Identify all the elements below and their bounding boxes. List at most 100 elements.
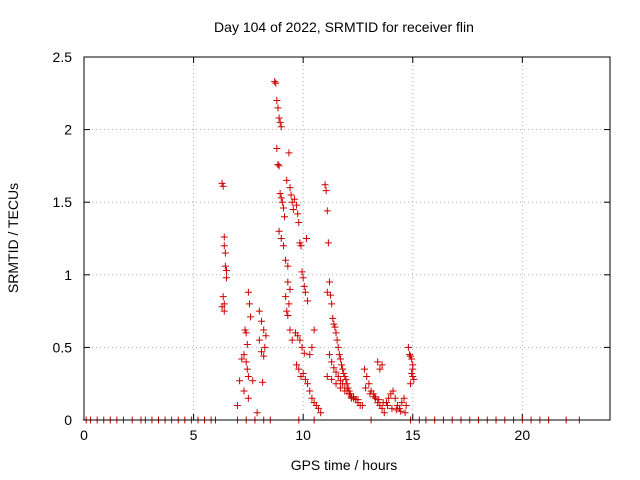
data-point-marker	[284, 278, 292, 286]
axis-tick-labels: 0 5 10 15 20 0 0.5 1 1.5 2 2.5	[53, 49, 531, 443]
data-point-marker	[340, 370, 348, 378]
data-point-marker	[221, 249, 229, 257]
data-point-marker	[301, 288, 309, 296]
data-point-marker	[276, 189, 284, 197]
data-point-marker	[366, 390, 374, 398]
data-point-marker	[327, 291, 335, 299]
y-tick-label: 0.5	[53, 339, 73, 355]
data-point-marker	[299, 274, 307, 282]
data-point-marker	[362, 384, 370, 392]
data-point-marker	[402, 401, 410, 409]
data-point-marker	[299, 370, 307, 378]
grid-lines	[84, 57, 610, 420]
data-point-marker	[219, 293, 227, 301]
data-point-marker	[385, 394, 393, 402]
data-point-marker	[328, 358, 336, 366]
data-point-marker	[328, 300, 336, 308]
data-point-marker	[220, 242, 228, 250]
x-tick-label: 20	[515, 427, 531, 443]
data-point-marker	[330, 364, 338, 372]
data-point-marker	[287, 191, 295, 199]
data-point-marker	[341, 387, 349, 395]
data-point-marker	[304, 297, 312, 305]
data-point-marker	[396, 404, 404, 412]
data-point-marker	[255, 307, 263, 315]
data-point-marker	[288, 336, 296, 344]
data-point-marker	[258, 348, 266, 356]
data-point-marker	[219, 182, 227, 190]
data-point-marker	[277, 235, 285, 242]
data-point-marker	[295, 365, 303, 373]
data-point-marker	[274, 104, 282, 112]
data-point-marker	[398, 399, 406, 407]
data-point-marker	[336, 384, 344, 392]
data-point-marker	[408, 355, 416, 363]
data-point-marker	[324, 239, 332, 247]
y-tick-label: 1.5	[53, 194, 73, 210]
data-point-marker	[323, 207, 331, 215]
data-point-marker	[286, 326, 294, 334]
data-point-marker	[277, 123, 285, 131]
y-tick-label: 2.5	[53, 49, 73, 65]
data-point-marker	[321, 181, 329, 189]
data-point-marker	[371, 394, 379, 402]
data-point-marker	[375, 396, 383, 404]
data-point-marker	[278, 198, 286, 206]
data-point-marker	[300, 349, 308, 357]
data-point-marker	[338, 361, 346, 369]
data-point-marker	[342, 375, 350, 383]
data-point-marker	[354, 396, 362, 404]
data-point-marker	[408, 370, 416, 378]
data-point-marker	[322, 187, 330, 195]
data-point-marker	[301, 375, 309, 383]
data-point-marker	[221, 262, 229, 270]
data-point-marker	[331, 323, 339, 331]
data-point-marker	[329, 314, 337, 322]
data-point-marker	[260, 326, 268, 334]
data-point-marker	[378, 404, 386, 412]
data-point-marker	[370, 393, 378, 401]
data-point-marker	[273, 144, 281, 152]
data-point-marker	[298, 268, 306, 276]
data-point-marker	[302, 235, 310, 242]
data-point-marker	[222, 266, 230, 274]
data-point-marker	[332, 380, 340, 388]
data-point-marker	[240, 387, 248, 395]
data-point-marker	[332, 329, 340, 337]
data-point-marker	[272, 79, 280, 87]
data-point-marker	[290, 195, 298, 203]
data-point-marker	[328, 375, 336, 383]
data-point-marker	[310, 326, 318, 334]
data-point-marker	[335, 351, 343, 359]
data-point-marker	[273, 97, 281, 105]
data-point-marker	[308, 394, 316, 402]
data-point-marker	[293, 201, 301, 209]
data-point-marker	[218, 179, 226, 187]
data-point-marker	[279, 242, 287, 250]
axis-ticks	[83, 56, 610, 421]
data-point-marker	[249, 377, 257, 385]
data-point-marker	[284, 262, 292, 270]
data-point-marker	[378, 361, 386, 369]
data-point-marker	[222, 274, 230, 282]
data-point-marker	[388, 404, 396, 412]
data-point-marker	[345, 390, 353, 398]
data-point-marker	[404, 343, 412, 351]
data-point-marker	[409, 372, 417, 380]
data-point-marker	[391, 394, 399, 402]
data-point-marker	[259, 378, 267, 386]
data-point-marker	[255, 336, 263, 344]
data-point-marker	[304, 380, 312, 388]
data-points	[82, 78, 583, 424]
x-tick-label: 10	[295, 427, 311, 443]
data-point-marker	[405, 351, 413, 359]
data-point-marker	[358, 401, 366, 409]
data-point-marker	[334, 372, 342, 380]
data-point-marker	[279, 204, 287, 212]
y-tick-label: 2	[64, 122, 72, 138]
data-point-marker	[283, 176, 291, 184]
data-point-marker	[275, 162, 283, 170]
x-tick-label: 5	[190, 427, 198, 443]
data-point-marker	[243, 340, 251, 348]
data-point-marker	[294, 210, 302, 218]
